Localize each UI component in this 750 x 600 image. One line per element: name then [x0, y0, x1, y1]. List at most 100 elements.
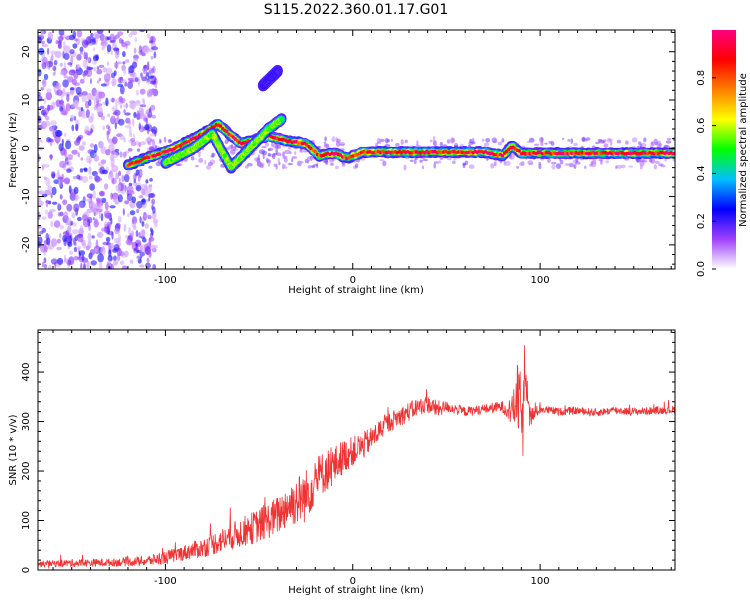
spectrogram-y-tick-label: -10: [21, 188, 32, 204]
heatmap-noise-cell: [88, 43, 94, 47]
heatmap-noise-cell: [47, 264, 52, 269]
heatmap-noise-cell: [62, 235, 67, 243]
heatmap-noise-cell: [50, 120, 57, 126]
heatmap-noise-cell: [80, 157, 84, 161]
heatmap-noise-cell: [154, 84, 158, 89]
heatmap-noise-cell: [134, 36, 138, 43]
heatmap-halo-cell: [209, 159, 216, 165]
heatmap-noise-cell: [86, 216, 93, 224]
heatmap-noise-cell: [133, 221, 137, 230]
heatmap-noise-cell: [77, 234, 84, 243]
heatmap-noise-cell: [102, 169, 108, 174]
heatmap-halo-cell: [190, 156, 195, 161]
heatmap-noise-cell: [73, 246, 78, 253]
heatmap-noise-cell: [110, 217, 113, 225]
heatmap-halo-cell: [638, 141, 642, 146]
heatmap-noise-cell: [138, 195, 144, 199]
heatmap-noise-cell: [106, 81, 110, 86]
heatmap-ridge-cell: [231, 135, 235, 139]
heatmap-halo-cell: [198, 158, 204, 163]
heatmap-noise-cell: [72, 43, 78, 49]
heatmap-halo-cell: [284, 149, 291, 155]
heatmap-noise-cell: [50, 192, 53, 199]
heatmap-noise-cell: [122, 51, 126, 58]
heatmap-noise-cell: [38, 196, 41, 203]
heatmap-noise-cell: [91, 37, 96, 42]
heatmap-noise-cell: [124, 82, 128, 87]
heatmap-noise-cell: [149, 177, 153, 182]
heatmap-noise-cell: [123, 250, 129, 258]
heatmap-noise-cell: [63, 254, 67, 263]
heatmap-noise-cell: [151, 114, 156, 119]
heatmap-noise-cell: [101, 35, 107, 44]
spectrogram-x-tick-label: -100: [154, 275, 177, 286]
heatmap-noise-cell: [122, 151, 127, 158]
heatmap-noise-cell: [83, 51, 87, 60]
heatmap-noise-cell: [93, 47, 96, 52]
heatmap-noise-cell: [120, 104, 123, 109]
heatmap-noise-cell: [117, 83, 124, 88]
heatmap-noise-cell: [55, 99, 62, 108]
heatmap-noise-cell: [121, 175, 125, 183]
heatmap-halo-cell: [335, 141, 341, 147]
heatmap-halo-cell: [278, 161, 281, 166]
heatmap-noise-cell: [118, 177, 121, 184]
heatmap-noise-cell: [135, 184, 142, 192]
heatmap-noise-cell: [38, 190, 45, 195]
heatmap-noise-cell: [88, 175, 93, 180]
heatmap-ridge-cell: [595, 151, 599, 155]
heatmap-halo-cell: [271, 153, 276, 160]
heatmap-noise-cell: [78, 145, 85, 151]
heatmap-noise-cell: [141, 76, 147, 82]
heatmap-noise-cell: [80, 262, 83, 269]
heatmap-halo-cell: [648, 158, 653, 163]
heatmap-halo-cell: [230, 148, 236, 155]
heatmap-noise-cell: [47, 47, 50, 55]
heatmap-noise-cell: [143, 185, 148, 192]
heatmap-noise-cell: [93, 104, 99, 111]
heatmap-noise-cell: [58, 143, 64, 152]
heatmap-noise-cell: [67, 241, 73, 247]
heatmap-noise-cell: [66, 76, 74, 83]
heatmap-noise-cell: [85, 130, 91, 136]
snr-x-axis-label: Height of straight line (km): [288, 585, 424, 596]
heatmap-halo-cell: [323, 141, 326, 144]
heatmap-noise-cell: [106, 44, 112, 53]
heatmap-halo-cell: [544, 142, 548, 145]
heatmap-noise-cell: [81, 175, 89, 183]
heatmap-halo-cell: [528, 162, 534, 165]
heatmap-noise-cell: [42, 56, 48, 64]
heatmap-ridge-cell: [313, 149, 317, 154]
heatmap-halo-cell: [547, 158, 551, 164]
heatmap-halo-cell: [573, 143, 578, 146]
heatmap-noise-cell: [95, 239, 99, 249]
heatmap-noise-cell: [122, 208, 125, 216]
heatmap-noise-cell: [63, 52, 70, 61]
heatmap-noise-cell: [66, 203, 73, 212]
heatmap-ridge-cell: [505, 149, 509, 154]
heatmap-noise-cell: [82, 72, 86, 77]
heatmap-noise-cell: [41, 216, 47, 220]
heatmap-noise-cell: [115, 222, 121, 229]
heatmap-noise-cell: [138, 106, 143, 115]
spectrogram-frame: [37, 29, 676, 270]
heatmap-halo-cell: [379, 159, 384, 162]
heatmap-noise-cell: [38, 225, 42, 229]
heatmap-halo-cell: [275, 148, 279, 154]
heatmap-noise-cell: [116, 254, 121, 262]
heatmap-noise-cell: [117, 61, 122, 65]
heatmap-noise-cell: [74, 197, 78, 202]
heatmap-halo-cell: [538, 161, 542, 165]
heatmap-halo-cell: [395, 142, 400, 147]
heatmap-noise-cell: [130, 30, 138, 36]
heatmap-halo-cell: [660, 165, 666, 168]
heatmap-noise-cell: [116, 113, 120, 118]
heatmap-noise-cell: [63, 75, 68, 79]
heatmap-halo-cell: [658, 143, 663, 147]
heatmap-noise-cell: [85, 155, 93, 164]
heatmap-ridge-cell: [276, 69, 280, 74]
heatmap-noise-cell: [150, 55, 154, 60]
heatmap-noise-cell: [92, 190, 97, 200]
heatmap-halo-cell: [643, 137, 647, 143]
